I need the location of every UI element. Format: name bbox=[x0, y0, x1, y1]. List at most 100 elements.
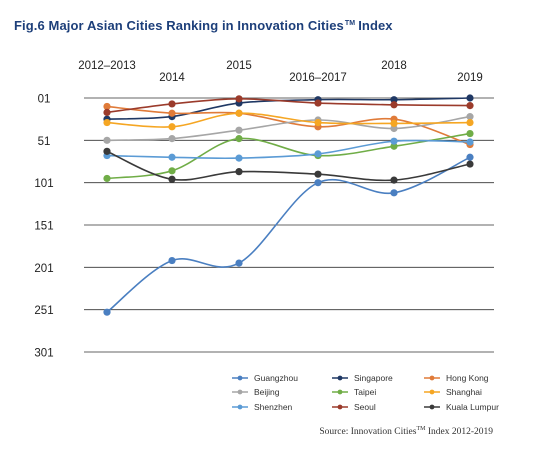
x-tick-label: 2012–2013 bbox=[78, 60, 136, 72]
data-point-kuala-lumpur bbox=[103, 147, 111, 155]
legend-item-beijing: Beijing bbox=[232, 387, 280, 397]
y-tick-label: 301 bbox=[34, 348, 53, 360]
legend-item-guangzhou: Guangzhou bbox=[232, 373, 298, 383]
series-line-seoul bbox=[106, 97, 471, 114]
chart-title: Fig.6 Major Asian Cities Ranking in Inno… bbox=[14, 18, 393, 33]
legend-item-hong-kong: Hong Kong bbox=[424, 373, 489, 383]
x-tick-label: 2016–2017 bbox=[289, 72, 347, 84]
legend-item-singapore: Singapore bbox=[332, 373, 393, 383]
data-point-seoul bbox=[168, 100, 176, 108]
data-point-taipei bbox=[390, 142, 398, 150]
series-line-taipei bbox=[106, 132, 471, 180]
series-lines bbox=[106, 97, 471, 313]
data-point-seoul bbox=[466, 102, 474, 110]
series-line-guangzhou bbox=[106, 156, 471, 313]
y-tick-label: 101 bbox=[34, 178, 53, 190]
y-tick-label: 251 bbox=[34, 305, 53, 317]
data-point-beijing bbox=[390, 124, 398, 133]
data-point-guangzhou bbox=[235, 259, 243, 267]
data-point-shenzhen bbox=[314, 150, 322, 158]
legend-label: Beijing bbox=[254, 387, 280, 397]
x-tick-label: 2019 bbox=[457, 72, 483, 84]
series-line-shanghai bbox=[106, 112, 471, 128]
chart-title-tm: TM bbox=[344, 20, 356, 27]
data-point-guangzhou bbox=[314, 179, 322, 187]
data-point-shenzhen bbox=[168, 153, 176, 161]
data-point-shanghai bbox=[314, 118, 322, 127]
data-point-shanghai bbox=[103, 118, 111, 127]
source-tm: TM bbox=[416, 426, 426, 432]
series-line-hong-kong bbox=[106, 105, 471, 146]
legend-item-kuala-lumpur: Kuala Lumpur bbox=[424, 402, 499, 412]
series-line-kuala-lumpur bbox=[106, 150, 471, 182]
data-point-beijing bbox=[103, 136, 111, 144]
y-tick-label: 51 bbox=[38, 136, 51, 148]
data-point-singapore bbox=[466, 94, 474, 102]
legend-item-seoul: Seoul bbox=[332, 402, 376, 412]
legend: Guangzhou Singapore Hong Kong Beijing Taipei… bbox=[232, 373, 499, 412]
data-point-seoul bbox=[390, 101, 398, 109]
data-point-taipei bbox=[103, 174, 111, 183]
y-tick-label: 201 bbox=[34, 263, 53, 275]
data-point-guangzhou bbox=[390, 189, 398, 197]
legend-swatch-dot bbox=[237, 389, 243, 395]
data-point-guangzhou bbox=[466, 153, 474, 161]
data-point-seoul bbox=[103, 108, 111, 116]
legend-item-shenzhen: Shenzhen bbox=[232, 402, 293, 412]
data-point-taipei bbox=[168, 167, 176, 175]
data-point-beijing bbox=[168, 135, 176, 143]
x-tick-label: 2018 bbox=[381, 60, 407, 72]
y-tick-label: 01 bbox=[38, 94, 51, 106]
data-point-shanghai bbox=[466, 118, 474, 127]
x-axis-ticks: 2012–2013 2014 2015 2016–2017 2018 2019 bbox=[78, 60, 483, 84]
data-point-guangzhou bbox=[168, 256, 176, 265]
source-tail: Index 2012-2019 bbox=[425, 427, 493, 437]
data-point-taipei bbox=[235, 135, 243, 143]
chart-title-text: Fig.6 Major Asian Cities Ranking in Inno… bbox=[14, 18, 344, 33]
data-point-kuala-lumpur bbox=[390, 176, 398, 184]
legend-label: Shanghai bbox=[446, 387, 482, 397]
data-point-shanghai bbox=[390, 119, 398, 127]
series-line-shenzhen bbox=[106, 139, 471, 160]
legend-label: Guangzhou bbox=[254, 373, 298, 383]
data-point-kuala-lumpur bbox=[466, 160, 474, 168]
data-point-hong-kong bbox=[103, 102, 111, 111]
data-point-shenzhen bbox=[466, 138, 474, 146]
legend-swatch-dot bbox=[429, 404, 435, 410]
data-point-taipei bbox=[466, 129, 474, 138]
legend-item-taipei: Taipei bbox=[332, 387, 376, 397]
legend-label: Shenzhen bbox=[254, 402, 293, 412]
data-point-kuala-lumpur bbox=[235, 168, 243, 176]
chart-title-tail: Index bbox=[358, 18, 393, 33]
data-point-shenzhen bbox=[235, 154, 243, 162]
legend-label: Seoul bbox=[354, 402, 376, 412]
data-point-seoul bbox=[314, 99, 322, 107]
data-point-beijing bbox=[235, 126, 243, 134]
legend-swatch-dot bbox=[237, 375, 243, 381]
legend-label: Hong Kong bbox=[446, 373, 489, 383]
source-note: Source: Innovation CitiesTM Index 2012-2… bbox=[319, 426, 493, 437]
series-points bbox=[103, 94, 474, 316]
data-point-shenzhen bbox=[390, 137, 398, 145]
gridlines bbox=[84, 97, 494, 353]
data-point-guangzhou bbox=[103, 308, 111, 316]
source-text: Source: Innovation Cities bbox=[319, 427, 417, 437]
legend-label: Singapore bbox=[354, 373, 393, 383]
y-axis-ticks: 01 51 101 151 201 251 301 bbox=[34, 94, 53, 360]
data-point-singapore bbox=[390, 96, 398, 104]
legend-swatch-dot bbox=[429, 389, 435, 395]
y-tick-label: 151 bbox=[34, 221, 53, 233]
series-line-beijing bbox=[106, 115, 471, 142]
legend-label: Taipei bbox=[354, 387, 376, 397]
data-point-shanghai bbox=[235, 109, 243, 117]
x-tick-label: 2015 bbox=[226, 60, 252, 72]
legend-item-shanghai: Shanghai bbox=[424, 387, 482, 397]
legend-swatch-dot bbox=[337, 375, 343, 381]
data-point-kuala-lumpur bbox=[168, 175, 176, 183]
data-point-seoul bbox=[235, 95, 243, 103]
legend-swatch-dot bbox=[429, 375, 435, 381]
data-point-kuala-lumpur bbox=[314, 170, 322, 178]
x-tick-label: 2014 bbox=[159, 72, 185, 84]
data-point-beijing bbox=[466, 113, 474, 121]
